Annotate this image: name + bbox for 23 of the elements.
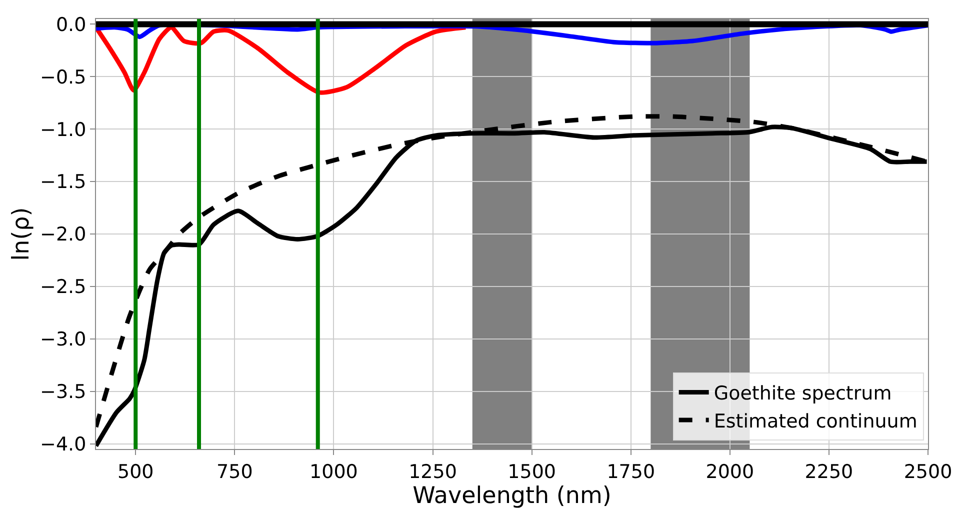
x-tick-label: 1500: [508, 460, 556, 483]
y-tick-label: −3.5: [40, 380, 86, 403]
x-tick-label: 2000: [706, 460, 754, 483]
x-tick-label: 1250: [408, 460, 457, 483]
x-tick-label: 750: [216, 460, 253, 483]
x-tick-label: 2250: [804, 460, 854, 483]
y-tick-label: −1.5: [40, 171, 86, 194]
legend-label: Estimated continuum: [714, 410, 918, 432]
y-tick-label: −4.0: [40, 433, 86, 456]
y-tick-label: −2.5: [40, 276, 86, 298]
y-tick-label: −3.0: [40, 328, 86, 351]
y-tick-label: 0.0: [56, 14, 86, 36]
y-tick-label: −0.5: [40, 66, 86, 88]
x-tick-label: 500: [117, 460, 154, 483]
y-tick-label: −2.0: [40, 224, 86, 246]
y-tick-label: −1.0: [40, 118, 86, 141]
legend-label: Goethite spectrum: [714, 382, 892, 405]
x-tick-label: 2500: [904, 460, 952, 483]
x-axis-title: Wavelength (nm): [412, 482, 612, 509]
x-tick-label: 1750: [606, 460, 656, 483]
y-axis-title: ln(ρ): [8, 207, 35, 261]
line-series: [96, 25, 468, 95]
x-tick-label: 1000: [310, 460, 358, 483]
